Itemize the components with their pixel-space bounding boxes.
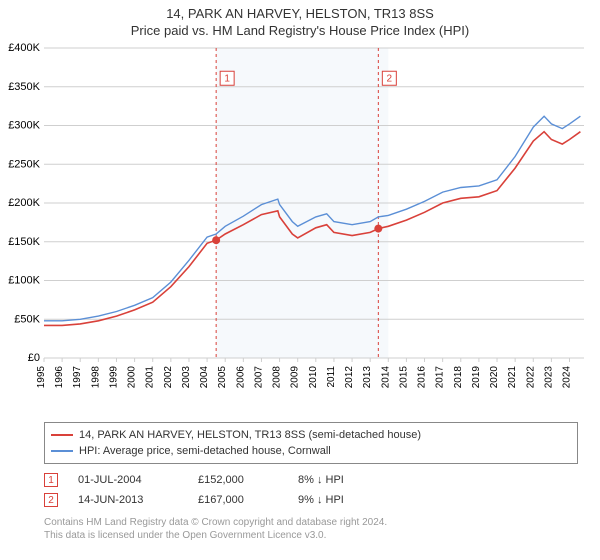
legend: 14, PARK AN HARVEY, HELSTON, TR13 8SS (s… (44, 422, 578, 464)
sale-date: 14-JUN-2013 (78, 494, 178, 506)
xtick-label: 2014 (380, 366, 391, 389)
sale-price: £152,000 (198, 474, 278, 486)
xtick-label: 2018 (453, 366, 464, 389)
footer-line-2: This data is licensed under the Open Gov… (44, 529, 578, 542)
xtick-label: 2022 (525, 366, 536, 389)
ytick-label: £0 (28, 352, 40, 364)
xtick-label: 2021 (507, 366, 518, 389)
xtick-label: 2007 (253, 366, 264, 389)
ytick-label: £400K (8, 42, 40, 54)
legend-swatch (51, 434, 73, 436)
legend-item: HPI: Average price, semi-detached house,… (51, 443, 571, 459)
ytick-label: £50K (14, 313, 40, 325)
chart-area: £0 £50K £100K £150K £200K £250K £300K £350K £400… (0, 42, 600, 418)
ytick-label: £300K (8, 120, 40, 132)
legend-label: HPI: Average price, semi-detached house,… (79, 445, 331, 457)
xtick-label: 2001 (145, 366, 156, 389)
xtick-label: 2010 (308, 366, 319, 389)
sale-marker-number: 1 (224, 73, 230, 84)
sale-delta: 9% ↓ HPI (298, 494, 378, 506)
xtick-label: 2008 (272, 366, 283, 389)
sale-marker: 1 (44, 473, 58, 487)
ytick-label: £100K (8, 275, 40, 287)
xtick-label: 2003 (181, 366, 192, 389)
sale-date: 01-JUL-2004 (78, 474, 178, 486)
xtick-label: 2012 (344, 366, 355, 389)
xtick-label: 2015 (398, 366, 409, 389)
xtick-label: 2016 (417, 366, 428, 389)
sale-row: 1 01-JUL-2004 £152,000 8% ↓ HPI (44, 470, 578, 490)
xtick-label: 2005 (217, 366, 228, 389)
chart-svg: £0 £50K £100K £150K £200K £250K £300K £350K £400… (0, 42, 600, 418)
xtick-label: 2011 (326, 366, 337, 388)
xtick-label: 2004 (199, 366, 210, 389)
figure: { "title": "14, PARK AN HARVEY, HELSTON,… (0, 0, 600, 560)
sale-delta: 8% ↓ HPI (298, 474, 378, 486)
xtick-label: 1996 (54, 366, 65, 389)
sale-row: 2 14-JUN-2013 £167,000 9% ↓ HPI (44, 490, 578, 510)
ytick-label: £200K (8, 197, 40, 209)
xtick-label: 1997 (72, 366, 83, 389)
footer-attribution: Contains HM Land Registry data © Crown c… (44, 516, 578, 542)
xtick-label: 2006 (235, 366, 246, 389)
xtick-label: 1999 (108, 366, 119, 389)
sales-table: 1 01-JUL-2004 £152,000 8% ↓ HPI 2 14-JUN-2013… (44, 470, 578, 510)
legend-swatch (51, 450, 73, 452)
legend-label: 14, PARK AN HARVEY, HELSTON, TR13 8SS (s… (79, 429, 421, 441)
xtick-label: 2002 (163, 366, 174, 389)
xtick-label: 2017 (435, 366, 446, 389)
xtick-label: 2024 (562, 366, 573, 389)
chart-subtitle: Price paid vs. HM Land Registry's House … (0, 21, 600, 42)
xtick-label: 2000 (127, 366, 138, 389)
ytick-label: £150K (8, 236, 40, 248)
xtick-label: 2013 (362, 366, 373, 389)
ytick-label: £350K (8, 81, 40, 93)
legend-item: 14, PARK AN HARVEY, HELSTON, TR13 8SS (s… (51, 427, 571, 443)
sale-marker: 2 (44, 493, 58, 507)
xtick-label: 2009 (290, 366, 301, 389)
xtick-label: 1998 (90, 366, 101, 389)
xtick-label: 1995 (36, 366, 47, 389)
sale-marker-number: 2 (387, 73, 393, 84)
ytick-label: £250K (8, 158, 40, 170)
footer-line-1: Contains HM Land Registry data © Crown c… (44, 516, 578, 529)
xtick-label: 2020 (489, 366, 500, 389)
xtick-label: 2023 (543, 366, 554, 389)
sale-dot (374, 225, 382, 233)
sale-dot (212, 236, 220, 244)
sale-price: £167,000 (198, 494, 278, 506)
xtick-label: 2019 (471, 366, 482, 389)
chart-title: 14, PARK AN HARVEY, HELSTON, TR13 8SS (0, 0, 600, 21)
